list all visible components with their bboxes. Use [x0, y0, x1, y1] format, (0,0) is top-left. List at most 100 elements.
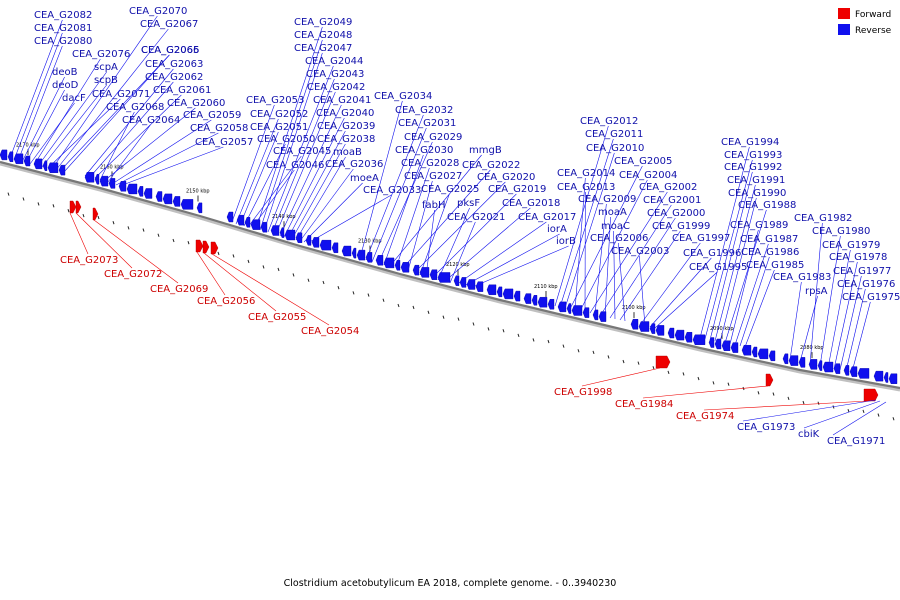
gene-arrow-reverse	[13, 153, 24, 165]
legend: Forward Reverse	[838, 8, 892, 36]
label-leader-line	[581, 367, 661, 387]
scale-mark	[577, 349, 580, 353]
scale-mark	[562, 344, 565, 348]
gene-arrow-reverse	[319, 239, 332, 251]
label-leader-line	[714, 184, 756, 342]
gene-label-reverse: CEA_G2063	[145, 59, 203, 70]
label-leader-line	[574, 177, 586, 311]
gene-label-reverse: CEA_G2041	[313, 95, 371, 106]
gene-arrow-reverse	[757, 348, 769, 360]
gene-arrow-forward	[863, 388, 879, 402]
gene-label-reverse: CEA_G2062	[145, 72, 203, 83]
scale-mark	[292, 273, 295, 277]
label-leader-line	[419, 193, 450, 276]
gene-label-reverse: CEA_G2080	[34, 36, 92, 47]
label-leader-line	[279, 104, 342, 237]
gene-arrow-reverse	[99, 175, 109, 187]
label-leader-line	[703, 400, 869, 411]
gene-arrow-reverse	[630, 319, 639, 330]
gene-label-reverse: CEA_G1986	[741, 247, 799, 258]
gene-arrow-reverse	[486, 284, 497, 295]
label-leader-line	[654, 271, 718, 329]
tick-label: 2170 kbp	[16, 142, 40, 148]
scale-mark	[892, 417, 895, 421]
gene-label-reverse: mmgB	[469, 145, 502, 156]
gene-arrow-reverse	[730, 342, 739, 353]
scale-mark	[142, 228, 145, 232]
gene-label-reverse: CEA_G1987	[740, 234, 798, 245]
gene-label-reverse: CEA_G1989	[730, 220, 788, 231]
scale-mark	[607, 355, 610, 359]
label-leader-line	[443, 207, 531, 283]
gene-label-reverse: CEA_G2043	[306, 69, 364, 80]
gene-label-forward: CEA_G2055	[248, 312, 306, 323]
gene-arrow-reverse	[137, 186, 144, 197]
gene-label-reverse: CEA_G1976	[837, 279, 895, 290]
label-leader-line	[63, 54, 170, 173]
gene-label-reverse: CEA_G2032	[395, 105, 453, 116]
scale-mark	[772, 392, 775, 396]
label-leader-line	[231, 104, 275, 223]
gene-arrow-forward	[765, 373, 774, 387]
label-leader-line	[41, 84, 107, 168]
gene-label-reverse: CEA_G1996	[683, 248, 741, 259]
scale-mark	[322, 280, 325, 285]
gene-arrow-reverse	[459, 277, 467, 288]
scale-mark	[637, 361, 640, 365]
scale-mark	[862, 409, 865, 414]
label-leader-line	[833, 261, 858, 370]
gene-label-reverse: CEA_G2038	[317, 134, 375, 145]
gene-label-reverse: CEA_G2046	[266, 160, 324, 171]
label-leader-line	[704, 159, 753, 340]
tick-label: 2090 kbp	[710, 326, 734, 332]
gene-arrow-reverse	[843, 365, 850, 376]
label-leader-line	[803, 400, 881, 429]
gene-arrow-reverse	[782, 353, 789, 365]
label-leader-line	[55, 28, 169, 171]
tick-label: 2080 kbp	[800, 345, 824, 351]
gene-arrow-reverse	[383, 257, 395, 269]
gene-label-reverse: CEA_G1977	[833, 266, 891, 277]
gene-label-reverse: CEA_G2060	[167, 98, 225, 109]
gene-label-reverse: CEA_G1985	[746, 260, 804, 271]
label-leader-line	[295, 156, 346, 241]
label-leader-line	[719, 197, 757, 343]
gene-label-reverse: CEA_G2022	[462, 160, 520, 171]
gene-label-reverse: CEA_G2003	[611, 246, 669, 257]
gene-arrow-reverse	[692, 334, 706, 345]
scale-mark	[502, 329, 505, 333]
gene-arrow-reverse	[741, 345, 752, 356]
label-leader-line	[449, 221, 476, 284]
scale-mark	[172, 238, 175, 243]
label-leader-line	[247, 155, 302, 228]
scale-mark	[37, 202, 40, 206]
gene-arrow-reverse	[162, 193, 173, 205]
gene-label-reverse: CEA_G2019	[488, 184, 546, 195]
gene-arrow-reverse	[873, 370, 884, 382]
label-leader-line	[51, 15, 158, 170]
gene-label-reverse: CEA_G2047	[294, 43, 352, 54]
label-leader-line	[239, 131, 279, 226]
scale-mark	[367, 293, 370, 297]
gene-arrow-reverse	[566, 303, 572, 314]
gene-arrow-reverse	[751, 346, 758, 358]
gene-arrow-reverse	[143, 188, 153, 199]
label-leader-line	[235, 118, 279, 225]
gene-arrow-forward	[195, 239, 204, 253]
scale-mark	[787, 396, 790, 401]
label-leader-line	[111, 119, 212, 185]
gene-label-reverse: CEA_G2076	[72, 49, 130, 60]
label-leader-line	[809, 222, 823, 365]
label-leader-line	[251, 169, 295, 229]
gene-label-reverse: CEA_G2018	[502, 198, 560, 209]
gene-arrow-reverse	[808, 359, 818, 370]
gene-label-reverse: CEA_G1991	[727, 175, 785, 186]
gene-label-forward: CEA_G1984	[615, 399, 673, 410]
label-leader-line	[359, 100, 403, 259]
label-leader-line	[377, 141, 433, 265]
tick-label: 2130 kbp	[358, 239, 382, 245]
scale-mark	[247, 259, 250, 264]
scale-mark	[217, 251, 220, 256]
scale-mark	[262, 265, 265, 269]
gene-arrow-reverse	[419, 267, 430, 278]
